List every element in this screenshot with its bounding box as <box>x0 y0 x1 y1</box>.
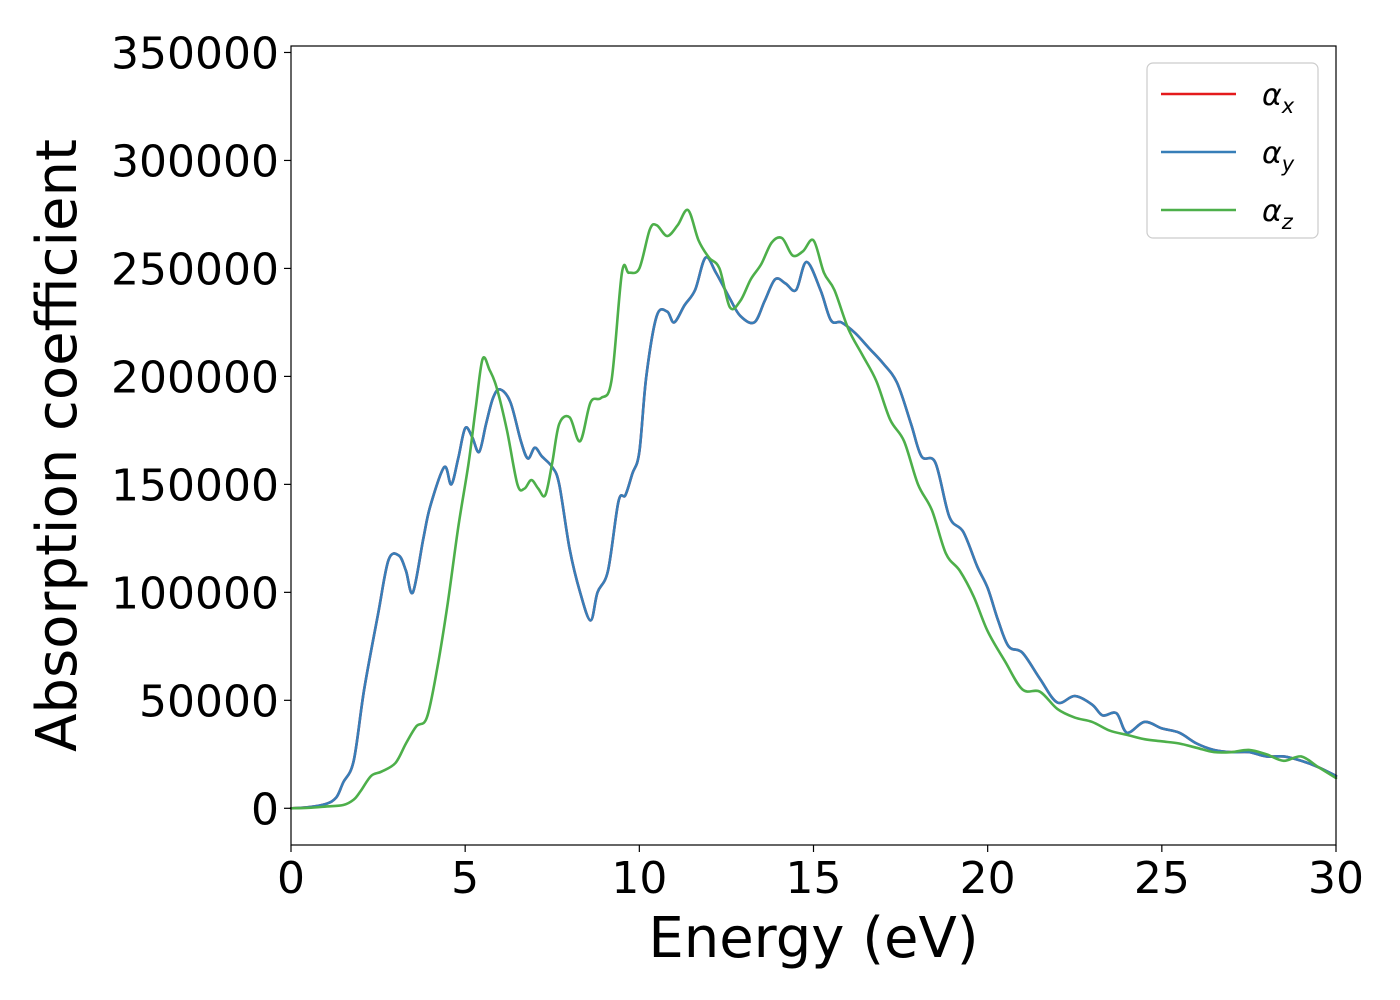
x-tick-label: 5 <box>451 853 479 904</box>
x-tick-label: 20 <box>960 853 1016 904</box>
x-tick-label: 10 <box>611 853 667 904</box>
x-axis-ticks: 0 5 10 15 20 25 30 <box>277 845 1364 904</box>
y-tick-label: 300000 <box>111 136 279 187</box>
series-lines <box>289 208 1338 810</box>
y-tick-label: 350000 <box>111 28 279 79</box>
y-tick-label: 0 <box>251 784 279 835</box>
y-tick-label: 150000 <box>111 460 279 511</box>
y-axis-title: Absorption coefficient <box>25 139 90 752</box>
y-tick-label: 100000 <box>111 568 279 619</box>
x-tick-label: 15 <box>786 853 842 904</box>
y-tick-label: 50000 <box>139 676 279 727</box>
x-tick-label: 0 <box>277 853 305 904</box>
x-axis-title: Energy (eV) <box>648 906 978 971</box>
legend-items: αx αy αz <box>1161 78 1295 234</box>
x-tick-label: 25 <box>1134 853 1190 904</box>
legend-box <box>1146 62 1319 239</box>
legend-label-y: αy <box>1262 136 1295 176</box>
legend-label-x: αx <box>1262 78 1295 118</box>
series-line-z <box>289 208 1338 810</box>
x-tick-label: 30 <box>1308 853 1364 904</box>
y-axis-ticks: 0 50000 100000 150000 200000 250000 300000 3500… <box>111 28 291 835</box>
legend: αx αy αz <box>1146 62 1319 239</box>
y-tick-label: 200000 <box>111 352 279 403</box>
legend-label-z: αz <box>1262 194 1294 234</box>
y-tick-label: 250000 <box>111 244 279 295</box>
series-line-y <box>289 255 1338 810</box>
